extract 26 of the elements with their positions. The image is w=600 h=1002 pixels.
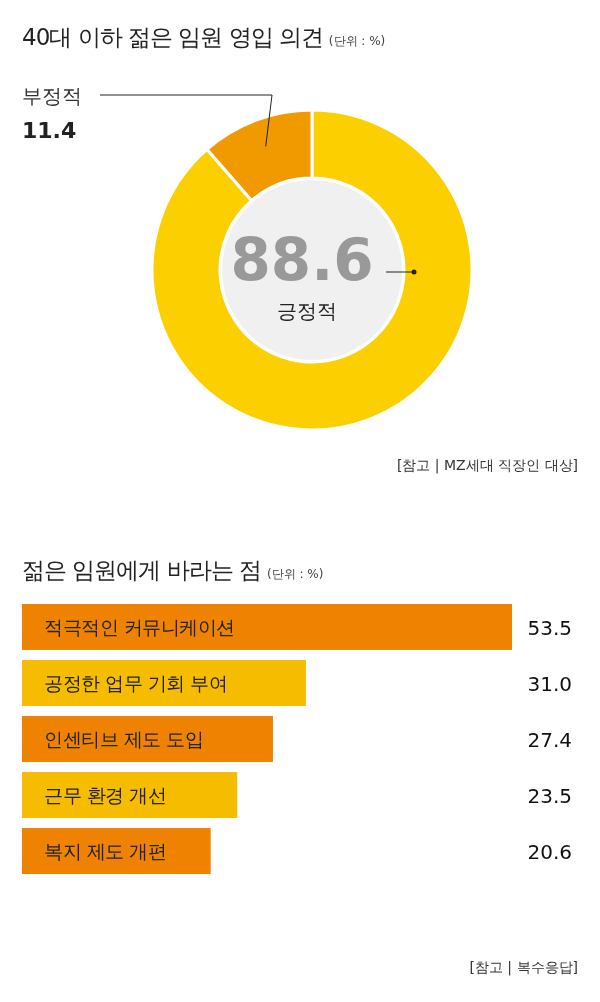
data-label: 88.6 <box>230 226 374 294</box>
bar <box>22 772 238 818</box>
bar <box>22 828 211 874</box>
data-label: 53.5 <box>527 615 572 640</box>
bar <box>22 716 273 762</box>
data-label: 27.4 <box>527 728 572 752</box>
y-tick-label: 적극적인 커뮤니케이션 <box>44 615 235 638</box>
bar <box>22 604 512 650</box>
data-label: 11.4 <box>22 118 77 143</box>
chart-title: 젊은 임원에게 바라는 점 <box>22 557 261 583</box>
text: [참고 | MZ세대 직장인 대상] <box>396 457 578 474</box>
data-label: 31.0 <box>527 671 572 696</box>
donut-slice <box>150 108 474 432</box>
chart-title: 40대 이하 젊은 임원 영입 의견 <box>22 24 323 50</box>
y-tick-label: 인센티브 제도 도입 <box>44 728 204 750</box>
text: [참고 | 복수응답] <box>469 959 578 976</box>
y-tick-label: 근무 환경 개선 <box>44 784 167 807</box>
slice-label: 부정적 <box>22 84 82 108</box>
chart-subtitle: (단위 : %) <box>328 34 386 48</box>
y-tick-label: 공정한 업무 기회 부여 <box>44 671 228 694</box>
y-tick-label: 복지 제도 개편 <box>44 840 167 863</box>
data-label: 20.6 <box>527 840 572 865</box>
data-label: 23.5 <box>527 784 572 809</box>
bar <box>22 660 306 706</box>
chart-subtitle: (단위 : %) <box>266 567 324 581</box>
slice-label: 긍정적 <box>277 299 337 323</box>
